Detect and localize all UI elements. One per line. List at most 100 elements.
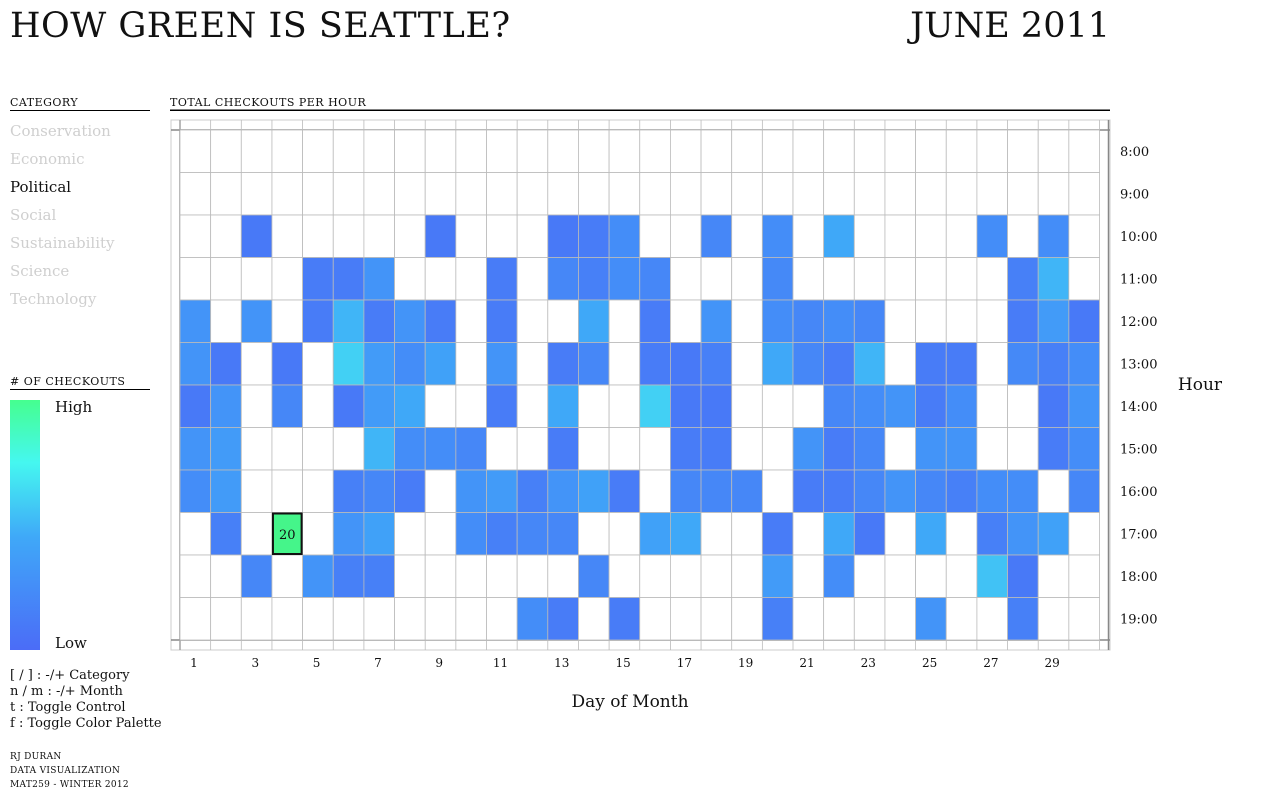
heatmap-cell: [792, 257, 825, 301]
heatmap-cell: [578, 172, 610, 216]
heatmap-cell: [700, 299, 733, 343]
heatmap-cell: [179, 469, 212, 513]
heatmap-cell: [608, 342, 641, 386]
x-tick-label: 17: [677, 656, 692, 670]
heatmap-cell: [945, 469, 978, 513]
heatmap-cell: [332, 342, 365, 386]
heatmap-cell: [853, 172, 886, 216]
heatmap-cell: [608, 129, 641, 173]
heatmap-cell: [731, 214, 763, 258]
heatmap-cell: [792, 172, 825, 216]
heatmap-cell: [302, 257, 334, 301]
heatmap-cell: [945, 299, 978, 343]
heatmap-cell: [455, 257, 487, 301]
heatmap-cell: [639, 257, 671, 301]
heatmap-cell: [271, 384, 304, 428]
heatmap-cell: [302, 427, 334, 471]
x-tick-label: 11: [493, 656, 508, 670]
heatmap-cell: [639, 469, 671, 513]
heatmap-cell: [1068, 597, 1100, 641]
heatmap-cell: [547, 597, 579, 641]
heatmap-cell: [1037, 384, 1070, 428]
x-tick-label: 9: [435, 656, 443, 670]
heatmap-cell: [486, 469, 518, 513]
heatmap-cell: [240, 384, 273, 428]
heatmap-cell: [486, 172, 518, 216]
heatmap-cell: [1068, 129, 1100, 173]
heatmap-cell: [332, 554, 365, 598]
x-tick-label: 5: [313, 656, 321, 670]
heatmap-cell: [516, 129, 549, 173]
heatmap-cell: [516, 214, 549, 258]
category-item-sustainability[interactable]: Sustainability: [10, 234, 115, 252]
heatmap-cell: [516, 342, 549, 386]
y-tick-label: 10:00: [1120, 230, 1157, 245]
heatmap-cell: [670, 299, 702, 343]
category-item-political[interactable]: Political: [10, 178, 72, 196]
heatmap-cell: [1037, 512, 1070, 556]
heatmap-cell: [1007, 512, 1039, 556]
heatmap-cell: [424, 257, 457, 301]
heatmap-cell: [945, 172, 978, 216]
heatmap-cell: [271, 299, 304, 343]
heatmap-cell: [302, 172, 334, 216]
heatmap-cell: [302, 469, 334, 513]
heatmap-cell: [516, 427, 549, 471]
heatmap-cell: [332, 299, 365, 343]
heatmap-cell: [210, 299, 242, 343]
heatmap-cell: [731, 597, 763, 641]
heatmap-cell: [639, 554, 671, 598]
heatmap-cell: [884, 342, 917, 386]
heatmap-cell: [1007, 554, 1039, 598]
heatmap-cell: [700, 257, 733, 301]
heatmap-cell: [578, 299, 610, 343]
category-item-conservation[interactable]: Conservation: [10, 122, 111, 140]
heatmap-cell: [455, 469, 487, 513]
heatmap-cell: [670, 512, 702, 556]
heatmap-cell: [394, 554, 426, 598]
heatmap-cell: [700, 427, 733, 471]
category-item-technology[interactable]: Technology: [10, 290, 97, 308]
credit-author: RJ DURAN: [10, 752, 62, 762]
heatmap-cell: [731, 342, 763, 386]
heatmap-cell: [363, 512, 395, 556]
heatmap-cell: [424, 299, 457, 343]
heatmap-cell: [455, 554, 487, 598]
x-tick-label: 23: [861, 656, 876, 670]
category-item-economic[interactable]: Economic: [10, 150, 85, 168]
heatmap-cell: [394, 597, 426, 641]
heatmap-cell: [1037, 597, 1070, 641]
heatmap-cell: [1007, 384, 1039, 428]
heatmap-cell: [363, 342, 395, 386]
heatmap-cell: [578, 427, 610, 471]
heatmap-cell: [302, 214, 334, 258]
heatmap-cell: [363, 427, 395, 471]
heatmap-cell: [179, 342, 212, 386]
heatmap-cell: [915, 214, 947, 258]
heatmap-cell: [516, 597, 549, 641]
heatmap-cell: [210, 129, 242, 173]
heatmap-cell: [853, 427, 886, 471]
heatmap-cell: [240, 172, 273, 216]
category-item-science[interactable]: Science: [10, 262, 70, 280]
heatmap-cell: [731, 427, 763, 471]
heatmap-cell: [302, 299, 334, 343]
heatmap-cell: [823, 257, 855, 301]
heatmap-cell: [823, 342, 855, 386]
heatmap-cell: [179, 597, 212, 641]
heatmap-cell: [700, 214, 733, 258]
heatmap-cell: [210, 512, 242, 556]
heatmap-cell: [639, 299, 671, 343]
heatmap-cell: [1007, 469, 1039, 513]
heatmap-cell: [915, 469, 947, 513]
heatmap-cell: [884, 469, 917, 513]
heatmap-cell: [915, 172, 947, 216]
heatmap-cell: [761, 597, 794, 641]
heatmap-cell: [302, 129, 334, 173]
heatmap-cell: [915, 512, 947, 556]
heatmap-cell: [670, 469, 702, 513]
heatmap-cell: [915, 427, 947, 471]
heatmap-cell: [945, 342, 978, 386]
heatmap-cell: [240, 427, 273, 471]
category-item-social[interactable]: Social: [10, 206, 57, 224]
